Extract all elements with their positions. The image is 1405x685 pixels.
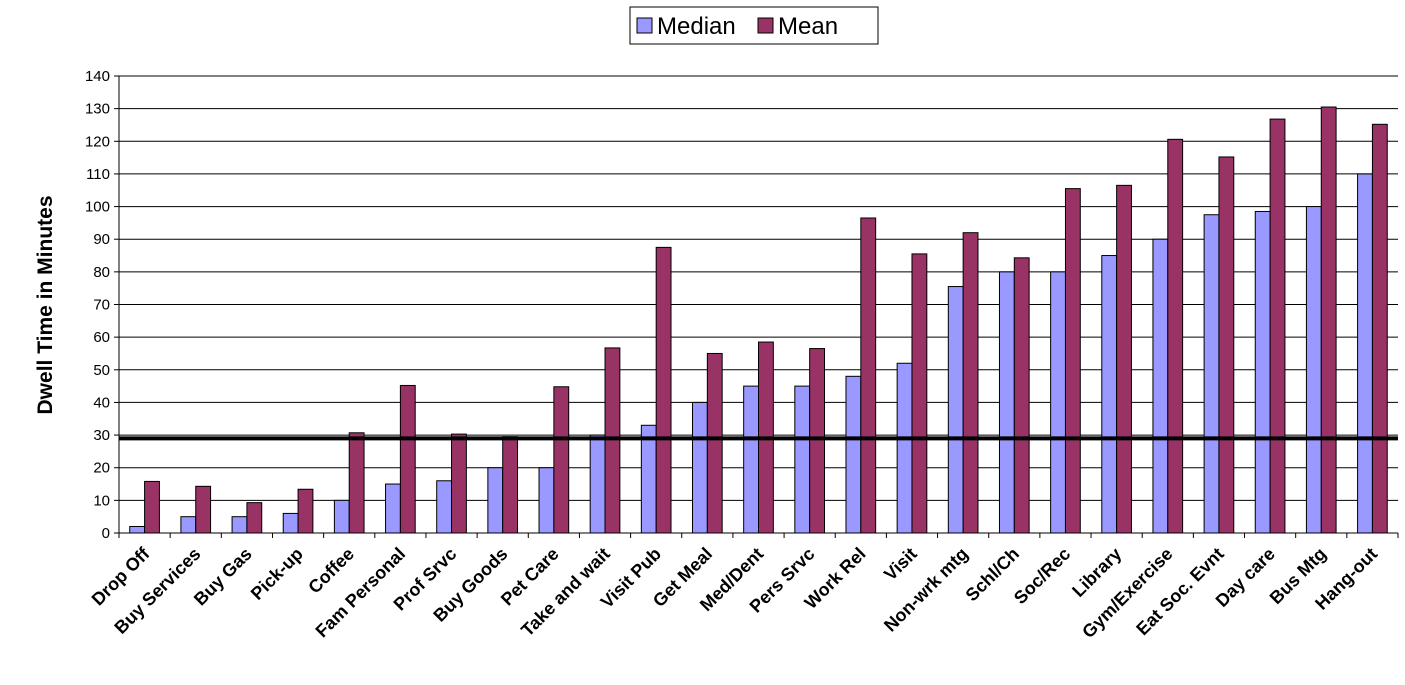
bar-mean — [1320, 106, 1337, 534]
bar-mean — [809, 348, 825, 534]
bar-median — [1101, 255, 1118, 534]
legend-label-median: Median — [657, 13, 736, 40]
x-tick-label: Soc/Rec — [1010, 544, 1074, 608]
y-tick-label: 100 — [85, 199, 110, 216]
y-tick-label: 80 — [93, 264, 110, 281]
bar-mean — [144, 480, 160, 534]
bar-mean — [962, 232, 979, 534]
bar-median — [1357, 173, 1373, 534]
bar-median — [436, 480, 453, 534]
bar-median — [794, 385, 811, 534]
y-tick-label: 130 — [85, 101, 110, 118]
bar-median — [896, 362, 913, 534]
bar-median — [231, 516, 248, 534]
bar-mean — [1116, 184, 1132, 534]
y-tick-label: 50 — [93, 362, 110, 379]
legend: Median Mean — [629, 6, 879, 45]
y-tick-label: 40 — [93, 394, 110, 411]
bar-mean — [1167, 138, 1184, 534]
legend-frame — [629, 6, 879, 45]
bar-median — [845, 375, 862, 534]
bar-mean — [451, 433, 467, 534]
y-tick-label: 140 — [85, 68, 110, 85]
bar-mean — [399, 384, 416, 534]
bar-mean — [297, 488, 314, 534]
bar-mean — [655, 246, 672, 534]
bar-median — [129, 525, 146, 534]
y-tick-label: 90 — [93, 231, 110, 248]
x-tick-label: Fam Personal — [312, 544, 410, 642]
bar-median — [180, 516, 197, 534]
bar-mean — [604, 347, 621, 534]
bar-median — [538, 467, 555, 534]
bar-median — [1050, 271, 1066, 534]
y-tick-label: 10 — [93, 492, 110, 509]
y-tick-labels: 0 10 20 30 40 50 60 70 80 90 100 110 120 130 140 — [85, 68, 110, 542]
x-tick-label: Take and wait — [517, 544, 614, 641]
bar-median — [589, 434, 606, 534]
x-tick-label: Visit — [880, 544, 921, 585]
bar-median — [743, 385, 759, 534]
bar-mean — [1064, 188, 1081, 534]
bar-median — [640, 424, 657, 534]
bar-median — [282, 512, 299, 534]
legend-swatch-mean — [757, 17, 774, 34]
x-tick-label: Eat Soc. Evnt — [1132, 544, 1227, 639]
y-axis-title: Dwell Time in Minutes — [34, 196, 57, 415]
y-tick-label: 60 — [93, 329, 110, 346]
bar-median — [487, 467, 504, 534]
bar-median — [1152, 238, 1169, 534]
bar-median — [947, 286, 964, 534]
bar-median — [385, 483, 401, 534]
bar-median — [333, 499, 350, 534]
bar-mean — [860, 217, 877, 534]
y-tick-label: 20 — [93, 460, 110, 477]
bar-mean — [706, 352, 723, 534]
bar-median — [998, 271, 1015, 534]
y-tick-label: 30 — [93, 427, 110, 444]
x-tick-label: Pick-up — [247, 544, 307, 604]
bar-median — [692, 401, 708, 534]
bar-median — [1254, 210, 1271, 534]
bar-mean — [553, 386, 570, 534]
axes — [114, 75, 1399, 538]
bar-mean — [246, 502, 263, 534]
bar-mean — [1218, 156, 1235, 534]
bar-mean — [502, 436, 519, 534]
legend-swatch-median — [636, 17, 653, 34]
y-tick-label: 120 — [85, 133, 110, 150]
gridlines — [119, 75, 1398, 501]
bar-mean — [1269, 118, 1286, 534]
y-tick-label: 110 — [86, 166, 110, 183]
bar-median — [1305, 206, 1322, 534]
bar-mean — [911, 253, 928, 534]
bar-mean — [348, 432, 365, 534]
bar-mean — [195, 485, 212, 534]
bar-median — [1203, 214, 1220, 534]
bar-mean — [1371, 123, 1388, 534]
bars — [129, 106, 1388, 534]
x-tick-label: Gym/Exercise — [1078, 544, 1176, 642]
legend-label-mean: Mean — [778, 13, 838, 40]
y-tick-label: 70 — [93, 297, 110, 314]
y-tick-label: 0 — [102, 525, 110, 542]
bar-mean — [1013, 257, 1030, 534]
